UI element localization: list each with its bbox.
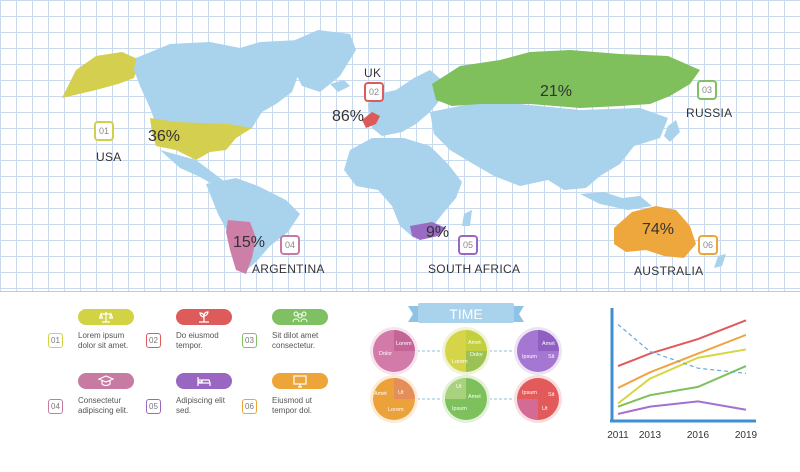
svg-text:Sit: Sit	[548, 392, 555, 398]
svg-text:Ipsum: Ipsum	[522, 354, 537, 360]
scale-icon	[99, 312, 113, 323]
time-ribbon	[418, 303, 514, 323]
svg-text:Ipsum: Ipsum	[452, 406, 467, 412]
legend-text-5: Adipiscing elit sed.	[176, 396, 225, 415]
argentina-shape	[226, 220, 256, 274]
svg-text:Amet: Amet	[468, 394, 481, 400]
svg-text:Amet: Amet	[468, 340, 481, 346]
legend-pill-6	[272, 373, 328, 389]
x-tick-label: 2016	[687, 430, 710, 441]
svg-text:Ut: Ut	[542, 406, 548, 412]
divider	[0, 291, 800, 292]
chart-series-line-1	[617, 319, 747, 368]
usa-number-badge: 01	[94, 121, 114, 141]
svg-text:Ipsum: Ipsum	[522, 390, 537, 396]
legend-number-6: 06	[242, 399, 257, 414]
line-chart: 2011 2013 2016 2019	[607, 308, 758, 441]
svg-text:Lorem: Lorem	[388, 407, 404, 413]
graduation-cap-icon	[98, 375, 114, 387]
south-africa-number-badge: 05	[458, 235, 478, 255]
australia-number-badge: 06	[698, 235, 718, 255]
legend-number-4: 04	[48, 399, 63, 414]
legend-number-3: 03	[242, 333, 257, 348]
legend-number-5: 05	[146, 399, 161, 414]
svg-text:Ut: Ut	[398, 390, 404, 396]
russia-percent: 21%	[540, 83, 573, 100]
africa-shape	[344, 138, 462, 238]
legend-text-4: Consectetur adipiscing elit.	[78, 396, 129, 415]
central-america-shape	[160, 150, 228, 186]
chart-series-line-2	[617, 333, 747, 389]
russia-number-badge: 03	[697, 80, 717, 100]
legend-pill-4	[78, 373, 134, 389]
svg-text:Lorem: Lorem	[452, 359, 468, 365]
north-america-shape	[134, 40, 318, 132]
svg-text:Dolor: Dolor	[470, 352, 483, 358]
legend-text-1: Lorem ipsum dolor sit amet.	[78, 331, 129, 350]
usa-shape	[150, 118, 252, 160]
time-title: TIME	[449, 306, 482, 322]
time-pie-1: Lorem Dolor	[370, 327, 418, 375]
argentina-label: ARGENTINA	[252, 262, 325, 276]
x-tick-label: 2011	[607, 430, 629, 441]
europe-shape	[368, 70, 444, 136]
x-tick-label: 2013	[639, 430, 662, 441]
chart-series-line-5	[617, 400, 747, 415]
time-pie-5: Ut Amet Ipsum	[442, 375, 490, 423]
hospital-bed-icon	[197, 377, 211, 386]
australia-shape	[614, 206, 696, 258]
legend-pill-3	[272, 309, 328, 325]
time-pie-3: Amet Ipsum Sit	[514, 327, 562, 375]
world-map	[62, 30, 726, 274]
uk-number-badge: 02	[364, 82, 384, 102]
people-group-icon	[292, 311, 308, 323]
uk-percent: 86%	[332, 108, 365, 125]
asia-shape	[430, 104, 668, 190]
computer-monitor-icon	[293, 375, 307, 388]
chart-series-line-6	[617, 324, 747, 374]
south-africa-label: SOUTH AFRICA	[428, 262, 521, 276]
svg-text:Lorem: Lorem	[396, 341, 412, 347]
time-pie-2: Amet Dolor Lorem	[442, 327, 490, 375]
south-africa-shape	[410, 222, 446, 240]
usa-percent: 36%	[148, 128, 181, 145]
svg-text:Amet: Amet	[374, 391, 387, 397]
russia-label: RUSSIA	[686, 106, 733, 120]
greenland-shape	[286, 30, 356, 92]
uk-label: UK	[364, 66, 382, 80]
x-tick-label: 2019	[735, 430, 758, 441]
time-pie-6: Ipsum Ut Sit	[514, 375, 562, 423]
russia-shape	[432, 50, 700, 108]
growing-plant-icon	[199, 311, 209, 323]
time-diagram: TIME Lorem Dolor Amet Dolor Lorem Amet I…	[370, 303, 562, 423]
legend-number-2: 02	[146, 333, 161, 348]
svg-text:Ut: Ut	[456, 384, 462, 390]
time-pie-4: Amet Lorem Ut	[370, 375, 418, 423]
legend-text-6: Eiusmod ut tempor dol.	[272, 396, 313, 415]
legend-pill-2	[176, 309, 232, 325]
legend-number-1: 01	[48, 333, 63, 348]
argentina-percent: 15%	[233, 234, 266, 251]
time-ribbon-right-tail	[512, 306, 524, 322]
time-ribbon-left-tail	[408, 306, 420, 322]
usa-label: USA	[96, 150, 122, 164]
argentina-number-badge: 04	[280, 235, 300, 255]
uk-shape	[362, 112, 380, 128]
australia-label: AUSTRALIA	[634, 264, 704, 278]
legend-text-3: Sit dilot amet consectetur.	[272, 331, 319, 350]
alaska-shape	[62, 52, 140, 98]
chart-series-line-3	[617, 348, 747, 405]
south-africa-percent: 9%	[426, 224, 450, 241]
svg-text:Sit: Sit	[548, 354, 555, 360]
south-america-shape	[206, 178, 300, 272]
legend-pill-1	[78, 309, 134, 325]
svg-text:Amet: Amet	[542, 341, 555, 347]
legend-text-2: Do eiusmod tempor.	[176, 331, 219, 350]
chart-series-line-4	[617, 365, 747, 408]
australia-percent: 74%	[642, 221, 675, 238]
legend-pill-5	[176, 373, 232, 389]
svg-text:Dolor: Dolor	[379, 351, 392, 357]
